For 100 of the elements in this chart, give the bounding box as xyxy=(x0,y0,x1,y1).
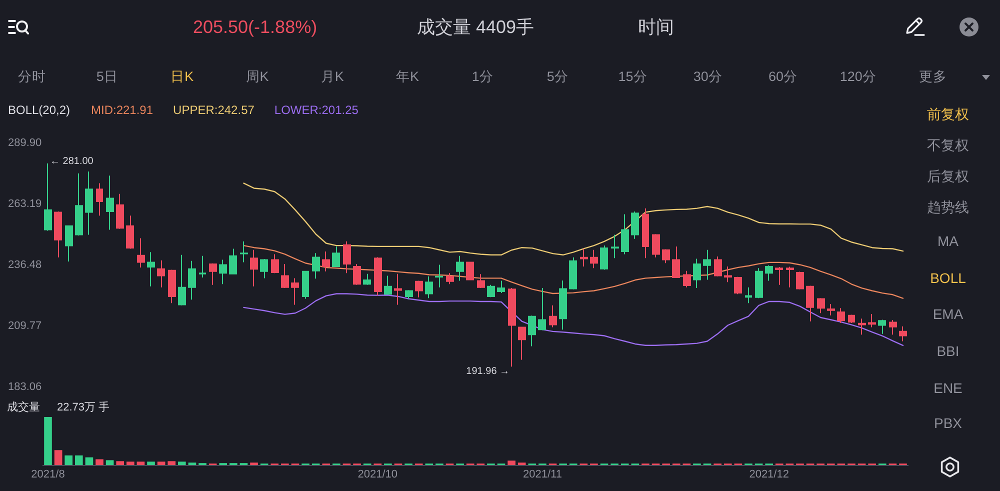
candlestick xyxy=(683,270,691,288)
y-tick-label: 183.06 xyxy=(8,381,42,393)
text: PBX xyxy=(934,414,962,432)
candlestick xyxy=(157,260,165,288)
candlestick xyxy=(600,245,608,270)
text: 更多 xyxy=(919,68,948,86)
candlestick xyxy=(611,234,619,259)
candlestick xyxy=(559,280,567,330)
candlestick xyxy=(137,238,145,268)
candlestick xyxy=(353,264,361,286)
candlestick xyxy=(487,284,495,298)
candlestick xyxy=(703,249,711,280)
text: 1分 xyxy=(472,68,494,86)
text: 不复权 xyxy=(927,136,969,154)
line-series xyxy=(243,244,904,299)
candlestick xyxy=(415,280,423,298)
text: 后复权 xyxy=(927,167,969,185)
bar xyxy=(126,462,134,465)
candlestick xyxy=(714,256,722,277)
y-tick-label: 209.77 xyxy=(8,320,42,332)
candlestick xyxy=(827,304,835,316)
candlestick xyxy=(745,286,752,304)
candlestick xyxy=(291,278,299,306)
text: 60分 xyxy=(768,68,798,86)
candlestick xyxy=(240,240,248,263)
candlestick xyxy=(786,266,794,288)
candlestick xyxy=(65,224,73,262)
text: MID:221.91 xyxy=(91,103,154,117)
candlestick xyxy=(281,264,289,289)
candlestick xyxy=(580,248,588,268)
candlestick xyxy=(497,280,505,294)
text: 15分 xyxy=(618,68,648,86)
candlestick xyxy=(168,269,176,304)
candlestick xyxy=(755,268,763,299)
bar xyxy=(116,461,124,465)
bar xyxy=(168,461,176,465)
text: 月K xyxy=(320,68,344,86)
candlestick xyxy=(96,182,103,216)
x-tick-label: 2021/10 xyxy=(358,468,398,480)
candlestick xyxy=(363,273,371,286)
candlestick xyxy=(394,273,402,306)
candlestick xyxy=(765,264,773,282)
candlestick xyxy=(126,215,134,250)
legend-title: BOLL(20,2) xyxy=(8,103,70,117)
candlestick xyxy=(147,252,155,287)
text: UPPER:242.57 xyxy=(173,103,255,117)
candlestick xyxy=(724,266,732,283)
candlestick xyxy=(817,298,825,314)
candlestick xyxy=(693,258,701,289)
candlestick xyxy=(219,259,227,285)
line-series xyxy=(243,293,904,346)
candlestick xyxy=(621,214,629,255)
text: 30分 xyxy=(693,68,722,86)
candlestick xyxy=(590,249,598,269)
candlestick xyxy=(435,264,443,288)
annotation: ← 281.00 xyxy=(50,156,94,167)
candlestick xyxy=(456,255,464,282)
candlestick xyxy=(229,248,237,275)
text: 周K xyxy=(246,68,269,86)
annotation: 191.96 → xyxy=(466,366,510,378)
bar xyxy=(178,462,186,465)
text: BBI xyxy=(936,342,960,360)
candlestick xyxy=(85,171,93,236)
text: 趋势线 xyxy=(927,198,969,216)
candlestick xyxy=(116,193,124,230)
candlestick xyxy=(796,271,804,290)
candlestick xyxy=(878,319,886,334)
candlestick xyxy=(858,318,866,336)
x-tick-label: 2021/8 xyxy=(31,468,65,480)
bar xyxy=(54,450,62,465)
text: 22.73万 手 xyxy=(57,400,110,414)
x-tick-label: 2021/11 xyxy=(522,468,562,480)
text: ENE xyxy=(934,379,962,397)
candlestick xyxy=(652,234,660,258)
candlestick xyxy=(899,326,907,342)
bar xyxy=(147,462,155,465)
bar xyxy=(96,459,104,465)
candlestick xyxy=(889,319,897,336)
candlestick xyxy=(672,246,680,278)
bar xyxy=(64,455,73,465)
candlestick xyxy=(518,326,526,360)
candlestick xyxy=(199,255,206,278)
candlestick xyxy=(569,256,577,290)
bar xyxy=(157,462,166,465)
y-tick-label: 289.90 xyxy=(8,137,42,149)
bar xyxy=(508,460,516,465)
candlestick xyxy=(848,314,855,324)
candlestick xyxy=(343,240,351,274)
text: 120分 xyxy=(840,68,876,86)
x-tick-label: 2021/12 xyxy=(749,468,789,480)
candlestick xyxy=(271,254,279,274)
candlestick xyxy=(374,256,382,296)
candlestick xyxy=(332,246,340,268)
candlestick xyxy=(250,249,258,287)
text: 年K xyxy=(396,68,420,86)
text: 日K xyxy=(170,68,194,86)
text: 时间 xyxy=(638,16,674,38)
candlestick xyxy=(384,275,392,296)
y-tick-label: 236.48 xyxy=(8,259,42,271)
candlestick xyxy=(775,266,783,286)
